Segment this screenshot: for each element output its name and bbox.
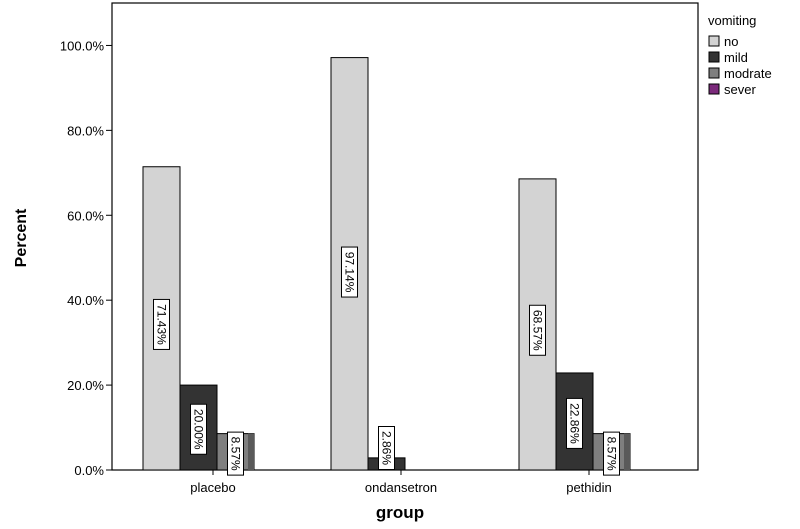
data-label-box <box>227 431 244 476</box>
data-label-group: 68.57% <box>529 304 546 356</box>
data-label-box <box>341 246 358 298</box>
data-label: 8.57% <box>605 437 619 471</box>
bar-edge-shade <box>624 433 630 470</box>
y-tick-label: 100.0% <box>60 38 105 53</box>
y-tick-label: 0.0% <box>74 463 104 478</box>
legend-swatch-modrate <box>708 67 720 79</box>
data-label-box <box>190 403 207 455</box>
legend-label-no: no <box>724 34 738 49</box>
data-label-box <box>566 397 583 449</box>
y-axis-title: Percent <box>13 208 30 267</box>
y-tick-label: 40.0% <box>67 293 104 308</box>
data-label-group: 22.86% <box>566 397 583 449</box>
data-label-group: 8.57% <box>603 431 620 476</box>
y-tick-label: 80.0% <box>67 123 104 138</box>
data-label-box <box>378 426 395 470</box>
y-axis: 0.0% 20.0% 40.0% 60.0% 80.0% 100.0% <box>60 38 112 478</box>
x-axis-title: group <box>376 503 424 522</box>
data-label-group: 20.00% <box>190 403 207 455</box>
bar-edge-shade <box>248 433 254 470</box>
y-tick-label: 60.0% <box>67 208 104 223</box>
data-label: 8.57% <box>229 437 243 471</box>
y-tick-label: 20.0% <box>67 378 104 393</box>
data-label-box <box>153 298 170 350</box>
data-label-box <box>529 304 546 356</box>
data-label-box <box>603 431 620 476</box>
data-label-group: 8.57% <box>227 431 244 476</box>
data-label: 22.86% <box>568 403 582 444</box>
legend-swatch-no <box>708 35 720 47</box>
legend-label-modrate: modrate <box>724 66 772 81</box>
legend-swatch-sever <box>708 83 720 95</box>
data-label-group: 2.86% <box>378 426 395 470</box>
data-label: 68.57% <box>531 310 545 351</box>
legend-swatch-mild <box>708 51 720 63</box>
x-axis: placebo ondansetron pethidin <box>190 470 612 495</box>
data-label: 97.14% <box>343 252 357 293</box>
x-tick-label: placebo <box>190 480 236 495</box>
data-label: 2.86% <box>380 431 394 465</box>
bars <box>142 57 631 471</box>
x-tick-label: ondansetron <box>365 480 437 495</box>
data-label-group: 97.14% <box>341 246 358 298</box>
legend-title: vomiting <box>708 13 756 28</box>
x-tick-label: pethidin <box>566 480 612 495</box>
data-label-group: 71.43% <box>153 298 170 350</box>
data-label: 71.43% <box>155 304 169 345</box>
data-labels: 71.43% 97.14% 68.57% 20.00% 2.86% 22.86% 8.57%… <box>153 246 620 476</box>
data-label: 20.00% <box>192 409 206 450</box>
legend-label-mild: mild <box>724 50 748 65</box>
legend-label-sever: sever <box>724 82 756 97</box>
